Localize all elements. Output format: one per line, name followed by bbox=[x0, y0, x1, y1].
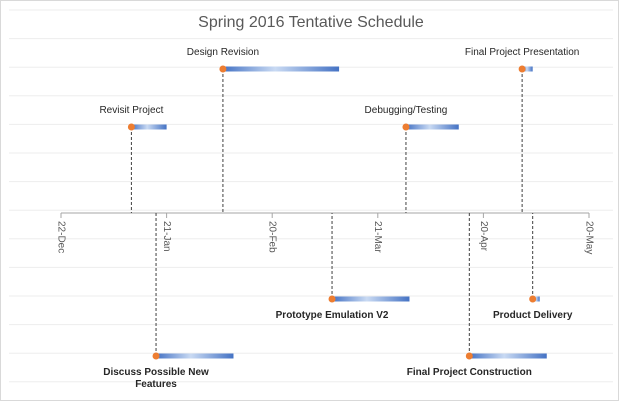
task-bar bbox=[131, 124, 167, 130]
task-bar bbox=[522, 66, 533, 72]
milestone-marker bbox=[465, 352, 473, 360]
task-bar bbox=[222, 66, 340, 72]
task-bar bbox=[532, 296, 540, 302]
task-bar bbox=[156, 353, 234, 359]
milestone-marker bbox=[518, 65, 526, 73]
task-bar bbox=[469, 353, 547, 359]
task-label: Revisit Project bbox=[99, 105, 163, 116]
milestone-marker bbox=[127, 123, 135, 131]
task-label: Prototype Emulation V2 bbox=[276, 310, 389, 321]
x-tick-label: 20-Feb bbox=[267, 221, 278, 253]
milestone-marker bbox=[219, 65, 227, 73]
task-label-line: Features bbox=[135, 379, 177, 390]
x-tick-label: 20-May bbox=[583, 221, 594, 254]
chart-title: Spring 2016 Tentative Schedule bbox=[198, 14, 424, 31]
x-tick-label: 21-Mar bbox=[372, 221, 383, 253]
x-tick-label: 22-Dec bbox=[55, 221, 66, 253]
milestone-marker bbox=[402, 123, 410, 131]
task-label-line: Discuss Possible New bbox=[103, 367, 209, 378]
task-label: Discuss Possible New Features bbox=[103, 367, 209, 390]
task-bar bbox=[405, 124, 459, 130]
milestone-marker bbox=[152, 352, 160, 360]
milestone-marker bbox=[328, 295, 336, 303]
task-label: Final Project Presentation bbox=[465, 47, 580, 58]
task-label: Product Delivery bbox=[493, 310, 573, 321]
task-bar bbox=[332, 296, 410, 302]
task-label: Final Project Construction bbox=[407, 367, 532, 378]
task-label: Debugging/Testing bbox=[365, 105, 448, 116]
x-tick-label: 20-Apr bbox=[478, 221, 489, 252]
milestone-marker bbox=[529, 295, 537, 303]
task-label: Design Revision bbox=[187, 47, 259, 58]
x-tick-label: 21-Jan bbox=[161, 221, 172, 252]
